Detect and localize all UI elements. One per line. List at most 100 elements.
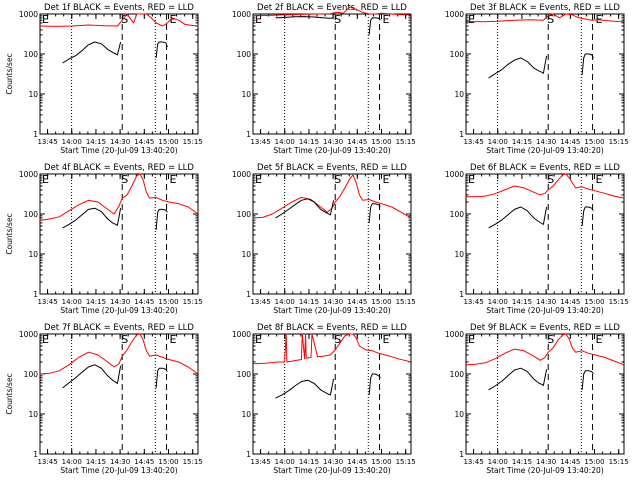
events-series-line: [581, 370, 594, 390]
x-tick-label: 15:15: [396, 298, 416, 306]
x-tick-label: 14:45: [347, 138, 367, 146]
corner-label: E: [255, 333, 262, 346]
plot-frame: [465, 13, 625, 135]
x-tick-label: 15:00: [584, 298, 604, 306]
detector-panel-2: Det 2f BLACK = Events, RED = LLD 1 10 100 10…: [232, 3, 416, 155]
events-series-line: [275, 16, 334, 19]
y-tick-label: 10: [241, 90, 251, 99]
corner-label: E: [255, 173, 262, 186]
y-tick-label: 1000: [19, 10, 38, 19]
corner-label: E: [468, 13, 475, 26]
x-axis-label: Start Time (20-Jul-09 13:40:20): [486, 306, 603, 315]
events-series-line: [581, 53, 594, 75]
x-tick-label: 14:30: [536, 298, 556, 306]
x-tick-label: 14:30: [323, 138, 343, 146]
marker-label-s: S: [334, 173, 341, 186]
x-tick-label: 15:15: [609, 298, 629, 306]
lld-series-line: [39, 173, 199, 221]
events-series-line: [62, 207, 122, 229]
y-tick-label: 100: [24, 370, 39, 379]
y-axis-label: Counts/sec: [5, 53, 14, 94]
x-tick-label: 13:45: [250, 458, 270, 466]
x-tick-label: 13:45: [37, 458, 57, 466]
x-tick-label: 13:45: [250, 298, 270, 306]
lld-series-line: [465, 13, 625, 23]
x-tick-label: 14:45: [347, 458, 367, 466]
y-tick-label: 10: [454, 250, 464, 259]
x-tick-label: 14:00: [62, 298, 82, 306]
marker-label-e: E: [596, 333, 603, 346]
events-series-line: [155, 208, 168, 230]
y-tick-label: 10: [241, 410, 251, 419]
lld-series-line: [465, 333, 625, 366]
lld-series-line: [252, 174, 412, 219]
x-axis-label: Start Time (20-Jul-09 13:40:20): [60, 466, 177, 475]
corner-label: E: [468, 173, 475, 186]
detector-panel-8: Det 8f BLACK = Events, RED = LLD 1 10 100 10…: [232, 323, 416, 475]
corner-label: E: [468, 333, 475, 346]
x-tick-label: 15:00: [584, 458, 604, 466]
x-tick-label: 15:00: [584, 138, 604, 146]
y-tick-label: 1000: [232, 330, 251, 339]
corner-label: E: [42, 13, 49, 26]
y-tick-label: 1000: [445, 330, 464, 339]
x-tick-label: 14:15: [512, 138, 532, 146]
panel-title: Det 2f BLACK = Events, RED = LLD: [257, 3, 407, 13]
plot-frame: [39, 333, 199, 455]
x-tick-label: 15:00: [158, 298, 178, 306]
y-tick-label: 1000: [232, 10, 251, 19]
y-tick-label: 1: [459, 450, 464, 459]
x-tick-label: 14:00: [488, 298, 508, 306]
y-tick-label: 1000: [445, 10, 464, 19]
plot-frame: [465, 173, 625, 295]
panel-title: Det 7f BLACK = Events, RED = LLD: [44, 323, 194, 333]
events-series-line: [62, 41, 122, 64]
marker-label-e: E: [596, 173, 603, 186]
x-tick-label: 14:30: [323, 458, 343, 466]
y-tick-label: 10: [454, 90, 464, 99]
panel-title: Det 8f BLACK = Events, RED = LLD: [257, 323, 407, 333]
marker-label-e: E: [383, 13, 390, 26]
x-tick-label: 14:45: [134, 298, 154, 306]
x-tick-label: 14:45: [347, 298, 367, 306]
events-series-line: [62, 364, 122, 389]
marker-label-e: E: [383, 333, 390, 346]
marker-label-s: S: [121, 333, 128, 346]
x-axis-label: Start Time (20-Jul-09 13:40:20): [273, 306, 390, 315]
y-tick-label: 1: [33, 130, 38, 139]
panel-title: Det 5f BLACK = Events, RED = LLD: [257, 163, 407, 173]
plot-frame: [39, 173, 199, 295]
events-series-line: [488, 55, 548, 79]
x-tick-label: 14:30: [110, 298, 130, 306]
panel-title: Det 4f BLACK = Events, RED = LLD: [44, 163, 194, 173]
x-tick-label: 14:45: [560, 458, 580, 466]
x-tick-label: 14:15: [86, 138, 106, 146]
events-series-line: [488, 367, 548, 391]
y-tick-label: 100: [450, 210, 465, 219]
x-tick-label: 14:00: [275, 138, 295, 146]
marker-label-s: S: [547, 333, 554, 346]
x-tick-label: 14:45: [134, 138, 154, 146]
x-tick-label: 15:00: [371, 138, 391, 146]
marker-label-s: S: [121, 173, 128, 186]
marker-label-e: E: [383, 173, 390, 186]
detector-panel-9: Det 9f BLACK = Events, RED = LLD 1 10 100 10…: [445, 323, 629, 475]
marker-label-s: S: [547, 173, 554, 186]
marker-label-s: S: [334, 13, 341, 26]
detector-panel-4: Det 4f BLACK = Events, RED = LLD 1 10 100 10…: [5, 163, 203, 315]
x-tick-label: 14:45: [560, 138, 580, 146]
detector-panel-7: Det 7f BLACK = Events, RED = LLD 1 10 100 10…: [5, 323, 203, 475]
events-series-line: [488, 206, 548, 229]
y-tick-label: 100: [237, 210, 252, 219]
y-tick-label: 10: [28, 250, 38, 259]
detector-panel-5: Det 5f BLACK = Events, RED = LLD 1 10 100 10…: [232, 163, 416, 315]
x-tick-label: 15:15: [396, 138, 416, 146]
y-tick-label: 1: [246, 130, 251, 139]
x-tick-label: 14:00: [62, 458, 82, 466]
y-tick-label: 1: [246, 290, 251, 299]
events-series-line: [581, 206, 594, 227]
x-tick-label: 14:15: [299, 298, 319, 306]
x-axis-label: Start Time (20-Jul-09 13:40:20): [60, 146, 177, 155]
x-tick-label: 14:00: [488, 138, 508, 146]
x-tick-label: 15:15: [396, 458, 416, 466]
